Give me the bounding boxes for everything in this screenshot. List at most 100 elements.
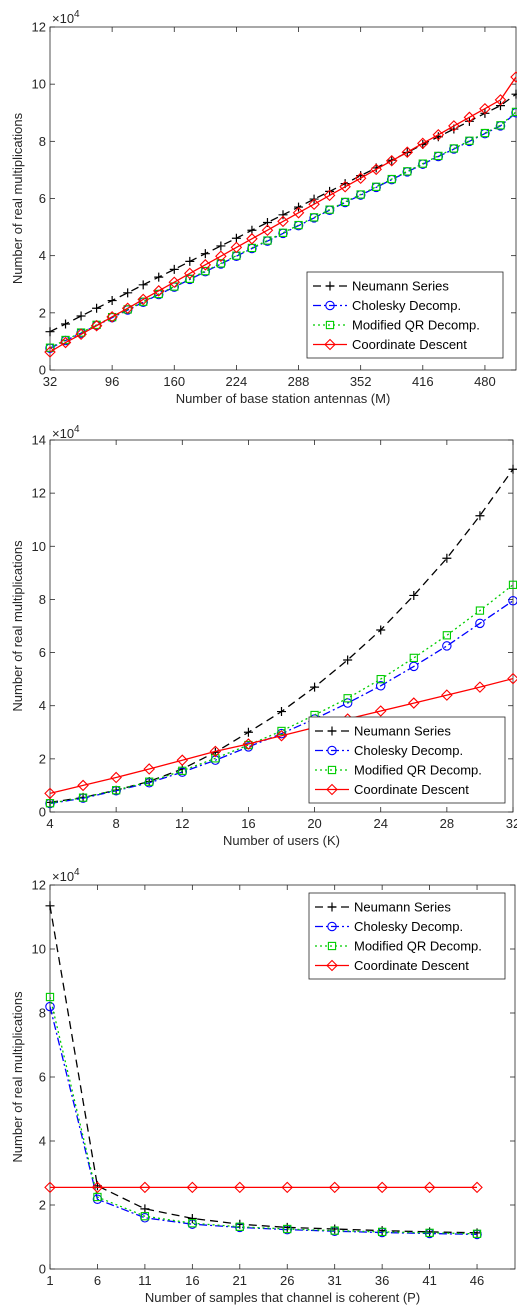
- data-point: [471, 1181, 483, 1194]
- data-point: [472, 1229, 482, 1238]
- x-tick-label: 224: [226, 374, 248, 389]
- data-point: [385, 154, 398, 167]
- data-point: [423, 1181, 436, 1194]
- series-line: [49, 111, 517, 349]
- series-coordinate-descent: [44, 672, 517, 800]
- y-tick-label: 0: [39, 805, 46, 820]
- data-point: [376, 1181, 388, 1194]
- data-point: [442, 553, 452, 563]
- y-tick-label: 4: [39, 248, 46, 263]
- data-point: [277, 707, 286, 717]
- data-point: [494, 94, 507, 106]
- x-tick-label: 288: [288, 374, 310, 389]
- y-tick-label: 6: [39, 645, 46, 660]
- x-axis: 4 8 12 16 20 24 28 32: [46, 440, 517, 831]
- y-tick-label: 10: [32, 77, 46, 92]
- y-tick-label: 6: [39, 191, 46, 206]
- data-point: [309, 213, 319, 222]
- x-tick-label: 4: [46, 816, 53, 831]
- data-point: [45, 1001, 55, 1012]
- data-point: [325, 186, 335, 196]
- series-line: [49, 677, 514, 795]
- legend-marker: [325, 320, 335, 330]
- y-axis: 0 2 4 6 8 10 12: [32, 20, 516, 378]
- data-point: [330, 1226, 339, 1235]
- legend-marker: [327, 941, 337, 951]
- legend: Neumann Series Cholesky Decomp. Modified Q…: [308, 892, 506, 980]
- data-point: [61, 319, 71, 329]
- data-point: [111, 786, 121, 795]
- y-tick-label: 10: [32, 942, 46, 957]
- series-cholesky-decomp: [45, 596, 517, 809]
- y-exponent-power: 4: [74, 9, 80, 20]
- series-line: [49, 76, 517, 353]
- data-point: [242, 738, 255, 750]
- data-point: [325, 205, 334, 214]
- y-axis-label: Number of real multiplications: [10, 991, 25, 1163]
- data-point: [44, 346, 56, 358]
- x-tick-label: 416: [412, 374, 434, 389]
- data-point: [281, 1181, 294, 1194]
- data-point: [340, 197, 350, 207]
- data-point: [216, 259, 226, 268]
- y-axis: 0 2 4 6 8 10 12: [32, 878, 515, 1277]
- data-point: [323, 189, 336, 202]
- data-point: [275, 729, 288, 742]
- data-point: [283, 1224, 292, 1234]
- data-point: [231, 233, 241, 243]
- data-point: [78, 793, 88, 802]
- data-point: [474, 681, 486, 693]
- data-point: [90, 319, 103, 332]
- data-point: [168, 276, 181, 289]
- legend-entry: Coordinate Descent: [354, 782, 469, 797]
- data-point: [339, 181, 351, 193]
- data-point: [403, 167, 412, 176]
- x-tick-label: 1: [46, 1273, 53, 1288]
- data-point: [139, 1181, 151, 1194]
- legend-entry: Modified QR Decomp.: [354, 763, 482, 778]
- data-point: [246, 233, 258, 245]
- series-line: [49, 996, 478, 1235]
- data-point: [282, 1222, 292, 1232]
- data-point: [511, 89, 517, 99]
- data-point: [370, 163, 382, 176]
- data-point: [463, 111, 476, 124]
- data-point: [372, 182, 381, 191]
- legend-marker: [327, 765, 337, 775]
- legend-marker: [326, 959, 338, 972]
- x-axis: 1 6 11 16 21 26 31 36 41 46: [46, 885, 484, 1288]
- data-point: [475, 606, 485, 615]
- data-point: [496, 121, 505, 130]
- legend-entry: Coordinate Descent: [354, 958, 469, 973]
- data-point: [243, 727, 253, 737]
- legend-marker: [326, 783, 338, 796]
- data-point: [215, 250, 227, 263]
- data-point: [200, 249, 210, 259]
- data-point: [107, 296, 117, 306]
- legend-marker: [327, 726, 337, 736]
- data-point: [211, 754, 220, 763]
- data-point: [328, 1181, 341, 1194]
- data-point: [425, 1228, 434, 1237]
- series-coordinate-descent: [44, 1181, 483, 1194]
- data-point: [140, 1204, 150, 1214]
- data-point: [356, 190, 365, 199]
- x-tick-label: 32: [506, 816, 517, 831]
- x-tick-label: 32: [43, 374, 57, 389]
- data-point: [45, 327, 55, 337]
- y-tick-label: 0: [39, 363, 46, 378]
- y-tick-label: 10: [32, 539, 46, 554]
- data-point: [465, 136, 474, 145]
- x-tick-label: 480: [474, 374, 496, 389]
- y-tick-label: 8: [39, 592, 46, 607]
- data-point: [176, 754, 189, 766]
- y-tick-label: 2: [39, 751, 46, 766]
- data-point: [243, 742, 254, 752]
- data-point: [448, 120, 460, 132]
- data-point: [354, 172, 367, 184]
- y-tick-label: 8: [39, 1006, 46, 1021]
- data-point: [278, 228, 288, 237]
- x-tick-label: 16: [241, 816, 255, 831]
